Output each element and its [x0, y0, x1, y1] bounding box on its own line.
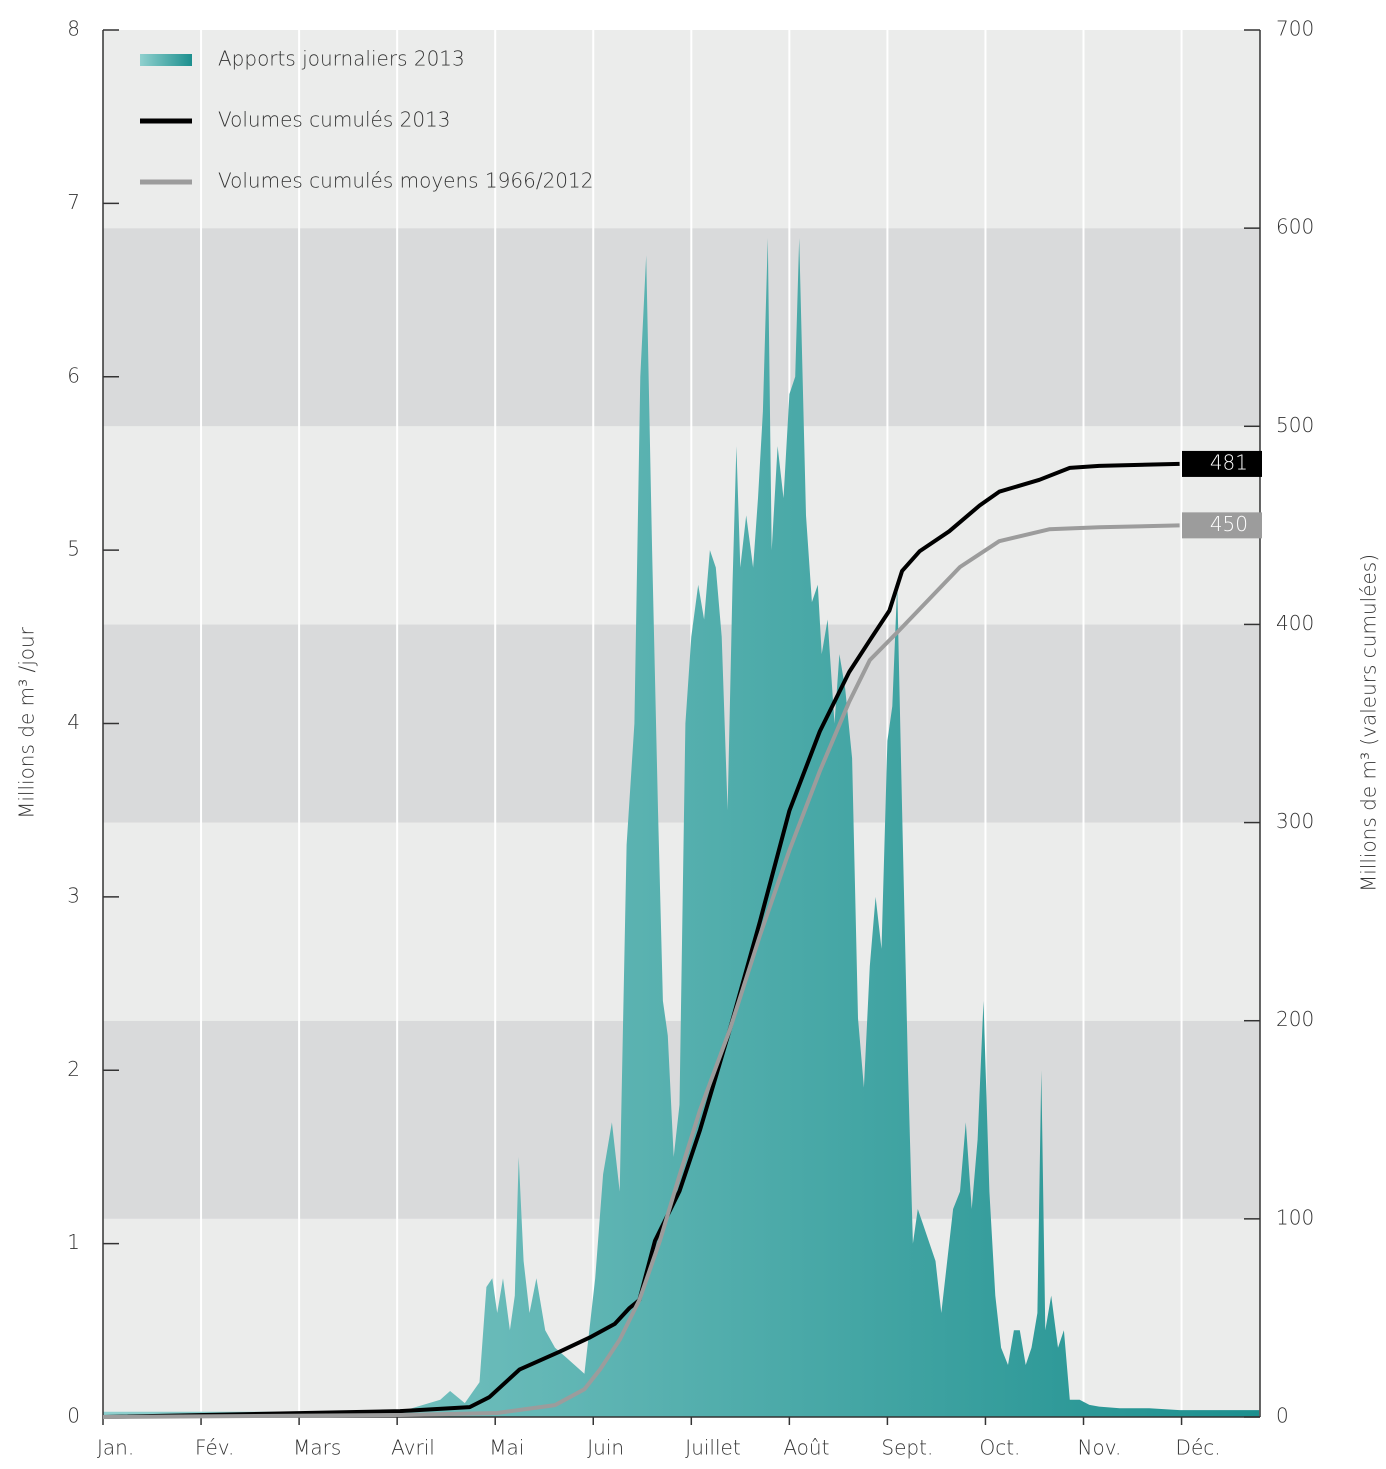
y-tick-label: 6 [67, 363, 80, 387]
y2-tick-label: 100 [1276, 1205, 1314, 1229]
x-tick-label: Nov. [1078, 1436, 1122, 1460]
y-tick-label: 2 [67, 1057, 80, 1081]
y-tick-label: 5 [67, 537, 80, 561]
line [102, 523, 1180, 1419]
end-label-box [1182, 512, 1262, 539]
x-tick-label: Fév. [195, 1436, 234, 1460]
x-tick-label: Mars [293, 1436, 341, 1460]
y-tick-label: 8 [67, 17, 80, 41]
band [103, 228, 1260, 427]
x-tick-label: Juillet [685, 1436, 740, 1460]
y2-tick-label: 300 [1276, 809, 1314, 833]
legend-swatch [140, 54, 192, 66]
band [103, 30, 1260, 229]
x-tick-label: Sept. [881, 1436, 933, 1460]
x-tick-label: Mai [489, 1436, 524, 1460]
x-tick-label: Oct. [979, 1436, 1020, 1460]
legend-label: Apports journaliers 2013 [218, 47, 465, 71]
y2-axis-label: Millions de m³ (valeurs cumulées) [1357, 554, 1381, 892]
y-tick-label: 0 [67, 1404, 80, 1428]
y2-tick-label: 700 [1276, 17, 1314, 41]
y2-tick-label: 400 [1276, 611, 1314, 635]
end-label: 481 [1210, 450, 1248, 474]
y2-tick-label: 500 [1276, 413, 1314, 437]
y2-tick-label: 200 [1276, 1007, 1314, 1031]
x-tick-label: Juin [587, 1436, 624, 1460]
legend-label: Volumes cumulés moyens 1966/2012 [218, 169, 593, 193]
line [102, 461, 1180, 1419]
x-tick-label: Jan. [97, 1436, 134, 1460]
band [103, 624, 1260, 823]
y-tick-label: 4 [67, 710, 80, 734]
x-tick-label: Avril [391, 1436, 435, 1460]
y-axis-label: Millions de m³ /jour [15, 626, 39, 819]
x-tick-label: Déc. [1176, 1436, 1221, 1460]
y2-tick-label: 0 [1276, 1404, 1289, 1428]
x-tick-label: Août [783, 1436, 829, 1460]
y-tick-label: 3 [67, 883, 80, 907]
band [103, 426, 1260, 625]
y-tick-label: 1 [67, 1230, 80, 1254]
background [103, 30, 1260, 1417]
legend-label: Volumes cumulés 2013 [218, 108, 451, 132]
end-label-box [1182, 450, 1262, 477]
end-label: 450 [1210, 512, 1248, 536]
y-tick-label: 7 [67, 190, 80, 214]
y2-tick-label: 600 [1276, 215, 1314, 239]
